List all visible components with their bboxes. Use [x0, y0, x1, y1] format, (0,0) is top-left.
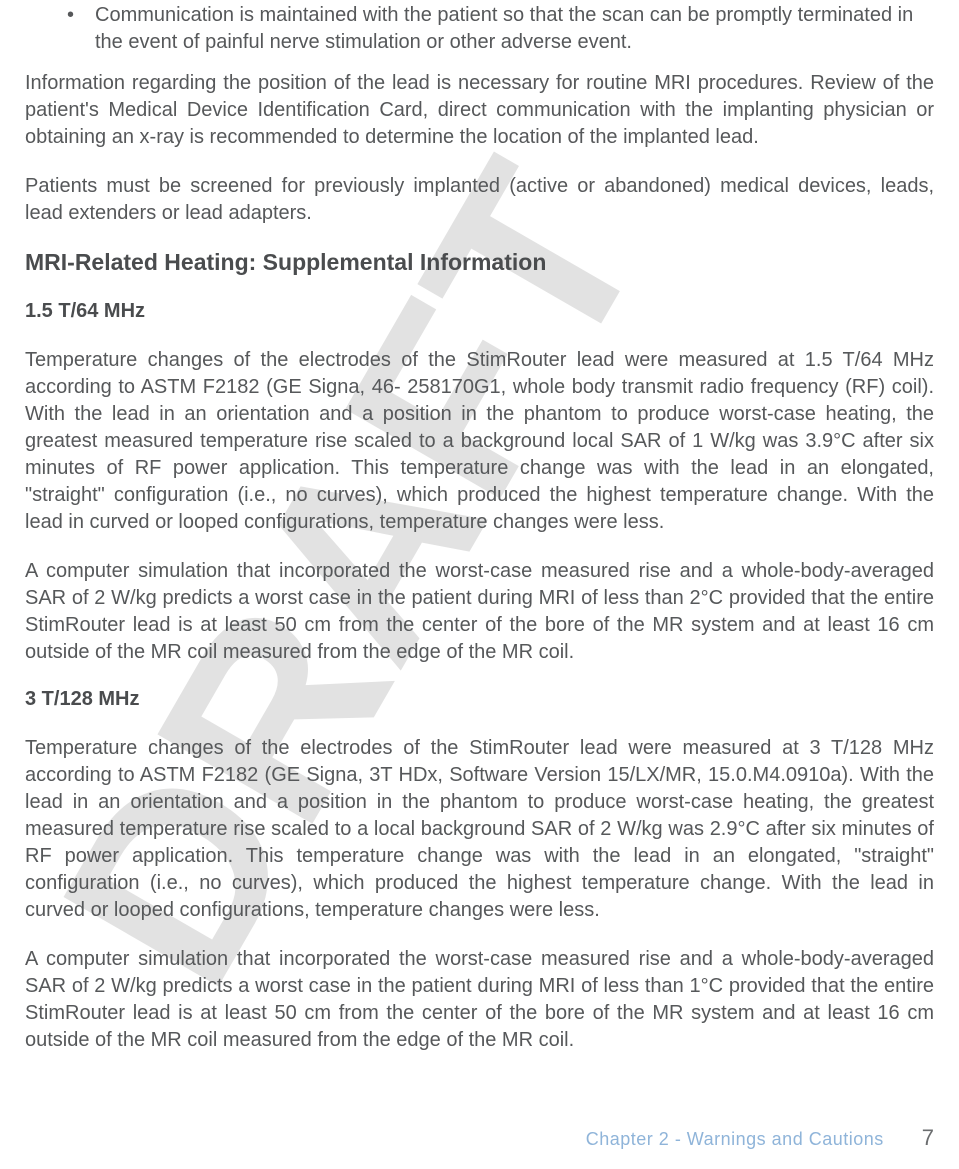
footer-page-number: 7 — [922, 1125, 934, 1151]
footer-chapter-label: Chapter 2 - Warnings and Cautions — [586, 1129, 884, 1150]
subsection-heading: 1.5 T/64 MHz — [25, 300, 934, 323]
bullet-text: Communication is maintained with the pat… — [95, 2, 934, 56]
bullet-item: • Communication is maintained with the p… — [25, 2, 934, 56]
page-footer: Chapter 2 - Warnings and Cautions 7 — [586, 1125, 934, 1151]
paragraph: Information regarding the position of th… — [25, 70, 934, 151]
paragraph: A computer simulation that incorporated … — [25, 946, 934, 1054]
section-heading: MRI-Related Heating: Supplemental Inform… — [25, 249, 934, 276]
bullet-marker: • — [67, 2, 95, 56]
paragraph: Temperature changes of the electrodes of… — [25, 735, 934, 924]
subsection-heading: 3 T/128 MHz — [25, 688, 934, 711]
paragraph: A computer simulation that incorporated … — [25, 558, 934, 666]
paragraph: Temperature changes of the electrodes of… — [25, 347, 934, 536]
page-content: • Communication is maintained with the p… — [25, 2, 934, 1054]
paragraph: Patients must be screened for previously… — [25, 173, 934, 227]
